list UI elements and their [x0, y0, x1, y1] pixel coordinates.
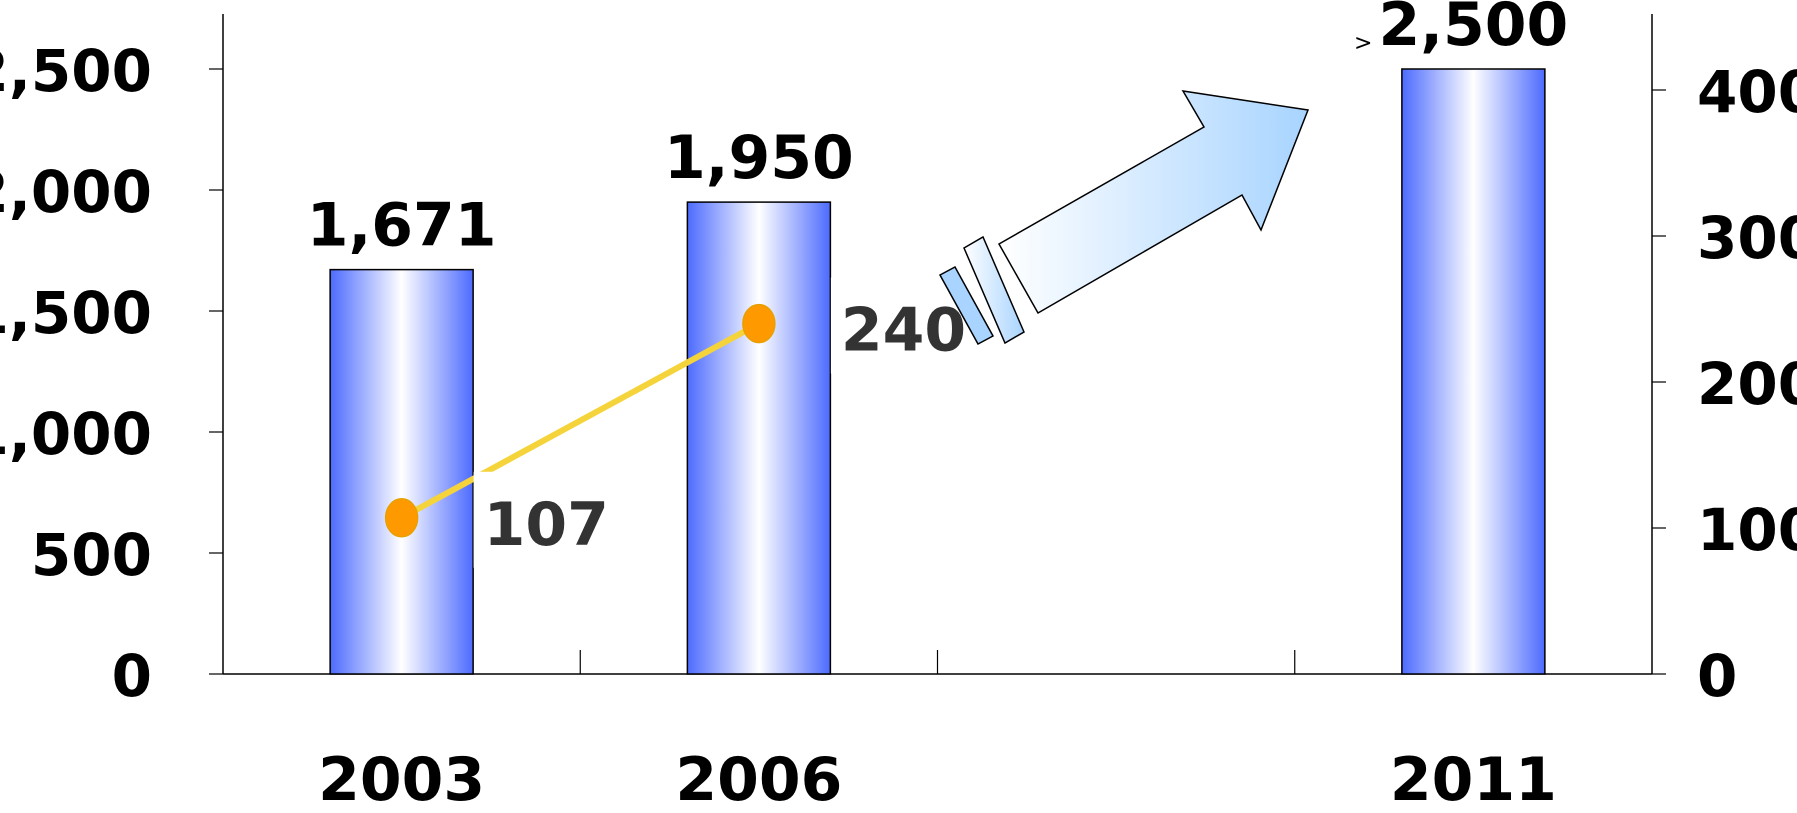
bar-value-label: 1,671 — [307, 191, 497, 261]
line-value-label: 107 — [484, 490, 609, 560]
right-tick-label: 100 — [1697, 496, 1797, 564]
bar — [1401, 68, 1546, 675]
right-tick-label: 400 — [1697, 58, 1797, 126]
growth-arrow-shape — [997, 90, 1310, 315]
arrow-tail-segment-1 — [963, 235, 1025, 345]
left-tick-label: 2,000 — [0, 158, 152, 226]
right-tick-label: 300 — [1697, 204, 1797, 272]
line-marker — [384, 498, 419, 538]
line-series — [384, 277, 937, 568]
bar — [329, 268, 474, 675]
bar-value-label: 2,500 — [1378, 0, 1568, 60]
right-tick-label: 0 — [1697, 642, 1737, 710]
bar-value-label: 1,950 — [664, 123, 854, 193]
point-label-backdrop — [830, 277, 937, 374]
left-tick-label: 0 — [112, 642, 152, 710]
left-tick-label: 500 — [31, 521, 152, 589]
axes: 0 500 1,000 1,500 2,000 2,500 0 100 200 300 400 — [0, 14, 1797, 710]
growth-arrow — [938, 90, 1310, 346]
labels: > 1,671 2003 1,950 2006 2,500 2011 107 240 — [307, 0, 1569, 813]
category-label: 2011 — [1390, 745, 1557, 813]
annotation-marker: > — [1354, 31, 1372, 56]
left-tick-label: 1,000 — [0, 400, 152, 468]
arrow-tail-segment-2 — [938, 265, 995, 346]
line-marker — [742, 303, 776, 344]
left-tick-label: 2,500 — [0, 37, 152, 105]
category-label: 2003 — [318, 745, 485, 813]
point-label-backdrop — [473, 471, 580, 568]
right-tick-label: 200 — [1697, 350, 1797, 418]
bar — [686, 201, 832, 675]
left-tick-label: 1,500 — [0, 279, 152, 347]
category-label: 2006 — [675, 745, 842, 813]
bars — [329, 68, 1546, 675]
line-value-label: 240 — [841, 296, 966, 366]
line-segment — [400, 320, 761, 521]
